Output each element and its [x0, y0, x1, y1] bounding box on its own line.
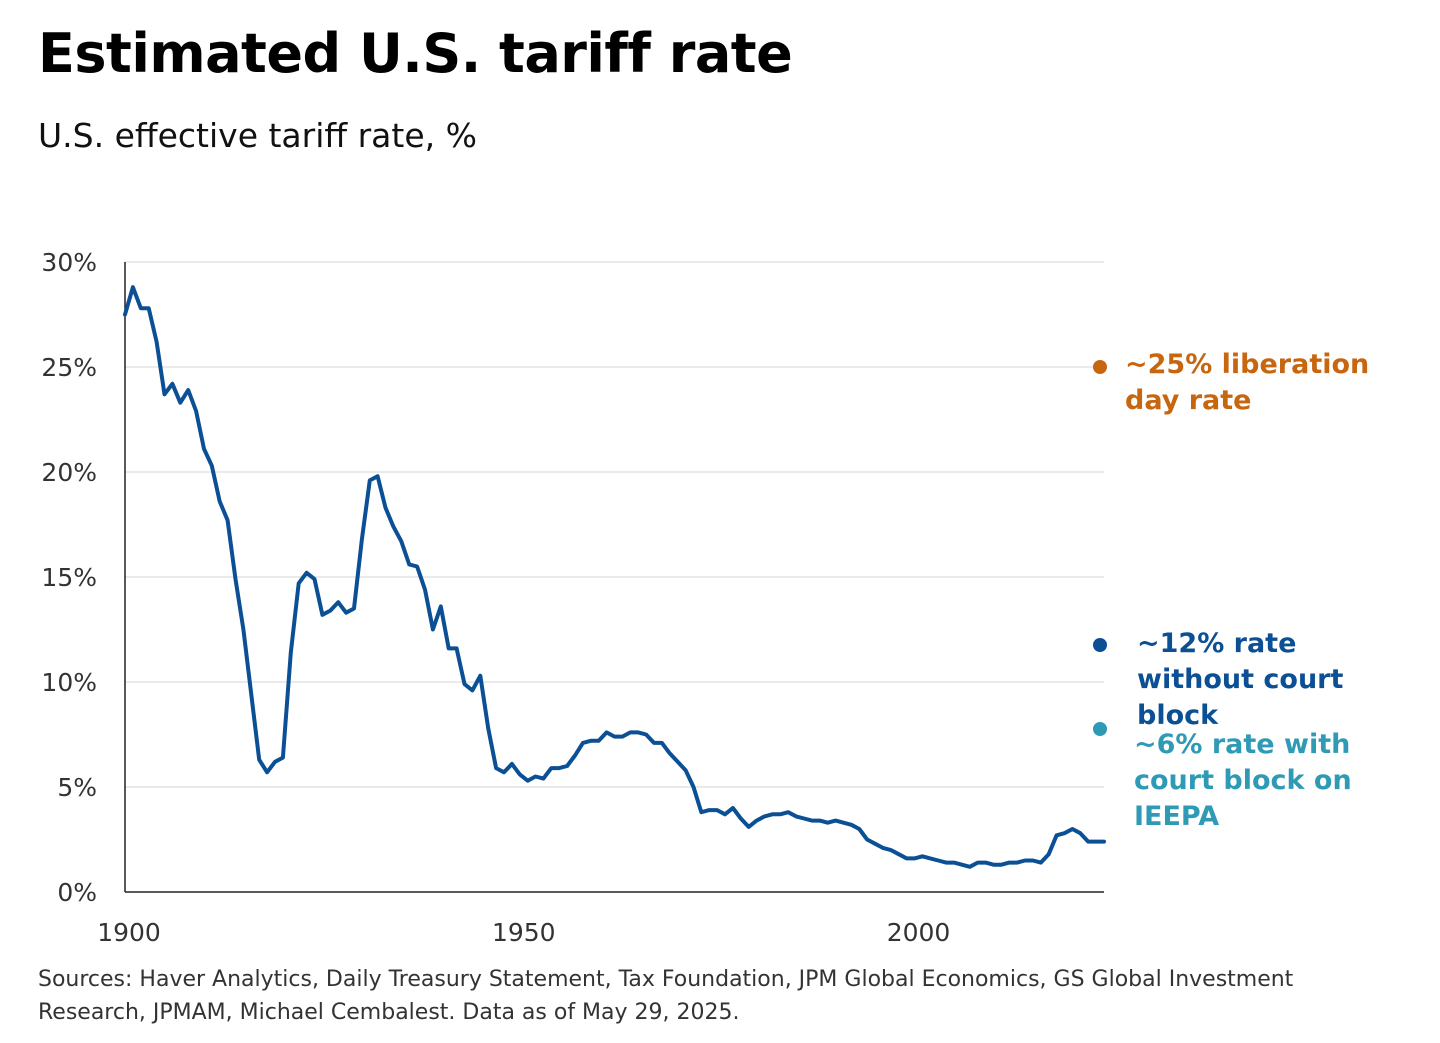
with-court-block-annotation: ~6% rate with court block on IEEPA: [1134, 729, 1352, 832]
y-tick-label: 25%: [41, 353, 97, 382]
tariff-rate-series-line: [123, 285, 1106, 869]
y-tick-label: 0%: [57, 878, 97, 907]
liberation-day-marker: [1093, 360, 1107, 374]
y-tick-label: 20%: [41, 458, 97, 487]
with-court-block-marker: [1093, 722, 1107, 736]
sources-footnote: Sources: Haver Analytics, Daily Treasury…: [38, 967, 1294, 1025]
y-tick-label: 30%: [41, 248, 97, 277]
y-tick-label: 5%: [57, 773, 97, 802]
y-tick-label: 15%: [41, 563, 97, 592]
x-tick-label: 1900: [97, 918, 161, 947]
chart-title: Estimated U.S. tariff rate: [38, 22, 793, 85]
y-tick-label: 10%: [41, 668, 97, 697]
chart-subtitle: U.S. effective tariff rate, %: [38, 116, 477, 155]
without-court-block-annotation: ~12% rate without court block: [1137, 628, 1344, 731]
x-tick-label: 2000: [887, 918, 951, 947]
without-court-block-marker: [1093, 638, 1107, 652]
liberation-day-annotation: ~25% liberation day rate: [1125, 349, 1370, 416]
x-tick-label: 1950: [492, 918, 556, 947]
